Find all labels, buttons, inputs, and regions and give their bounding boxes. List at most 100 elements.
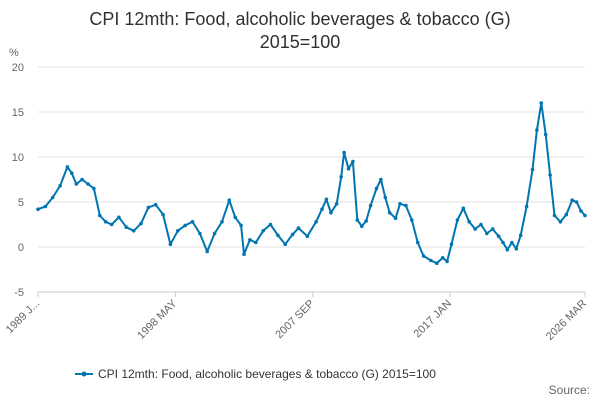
data-point[interactable] [505, 247, 510, 252]
data-point[interactable] [227, 198, 232, 202]
data-point[interactable] [248, 238, 252, 242]
data-point[interactable] [530, 167, 535, 172]
data-point[interactable] [314, 220, 318, 224]
data-point[interactable] [570, 198, 574, 202]
data-point[interactable] [461, 206, 466, 211]
data-point[interactable] [339, 175, 344, 179]
data-point[interactable] [473, 227, 477, 231]
data-point[interactable] [393, 216, 398, 220]
data-point[interactable] [176, 229, 180, 233]
data-point[interactable] [261, 229, 266, 233]
data-point[interactable] [124, 225, 129, 229]
data-point[interactable] [334, 202, 339, 206]
data-point[interactable] [518, 233, 523, 238]
data-point[interactable] [117, 215, 121, 220]
data-point[interactable] [415, 240, 420, 245]
legend[interactable]: CPI 12mth: Food, alcoholic beverages & t… [75, 367, 436, 381]
data-point[interactable] [296, 226, 301, 230]
data-point[interactable] [558, 220, 563, 224]
data-point[interactable] [496, 234, 501, 238]
data-point[interactable] [383, 195, 388, 200]
data-point[interactable] [539, 101, 544, 105]
data-point[interactable] [43, 204, 48, 209]
data-point[interactable] [320, 207, 324, 211]
data-point[interactable] [65, 165, 70, 169]
data-point[interactable] [490, 227, 495, 231]
data-point[interactable] [305, 234, 310, 238]
data-point[interactable] [276, 233, 280, 238]
data-point[interactable] [74, 182, 79, 186]
data-point[interactable] [440, 255, 445, 260]
data-point[interactable] [548, 173, 552, 177]
data-point[interactable] [58, 184, 62, 188]
data-point[interactable] [233, 215, 237, 220]
data-point[interactable] [346, 166, 351, 171]
data-point[interactable] [510, 240, 514, 245]
data-point[interactable] [524, 204, 529, 209]
data-point[interactable] [290, 232, 295, 237]
data-point[interactable] [146, 205, 151, 210]
data-point[interactable] [268, 222, 273, 227]
data-point[interactable] [404, 203, 408, 208]
data-point[interactable] [355, 218, 360, 222]
data-point[interactable] [131, 229, 136, 233]
data-point[interactable] [351, 159, 355, 164]
data-point[interactable] [239, 223, 243, 228]
chart-title-line-1: CPI 12mth: Food, alcoholic beverages & t… [89, 9, 510, 29]
x-tick-label-1: 1998 MAY [135, 297, 180, 342]
data-point[interactable] [564, 212, 569, 217]
data-point[interactable] [329, 211, 333, 215]
data-point[interactable] [254, 240, 258, 245]
data-point[interactable] [479, 222, 483, 227]
data-point[interactable] [98, 213, 102, 218]
data-point[interactable] [514, 247, 519, 251]
data-point[interactable] [242, 252, 246, 256]
data-point[interactable] [435, 261, 439, 266]
data-point[interactable] [70, 171, 74, 175]
data-point[interactable] [342, 150, 346, 155]
data-point[interactable] [552, 213, 557, 218]
data-point[interactable] [161, 212, 165, 217]
data-point[interactable] [368, 203, 373, 208]
data-point[interactable] [455, 218, 460, 222]
data-point[interactable] [283, 242, 288, 247]
data-point[interactable] [535, 128, 539, 132]
data-point[interactable] [92, 186, 96, 191]
data-point[interactable] [574, 200, 579, 204]
data-point[interactable] [50, 195, 55, 200]
data-point[interactable] [410, 218, 414, 222]
data-point[interactable] [360, 224, 364, 229]
data-point[interactable] [80, 177, 84, 182]
data-point[interactable] [220, 220, 224, 224]
data-point[interactable] [387, 211, 392, 215]
data-point[interactable] [501, 240, 505, 245]
data-point[interactable] [374, 186, 379, 191]
data-point[interactable] [467, 220, 472, 224]
data-point[interactable] [445, 259, 449, 264]
legend-label[interactable]: CPI 12mth: Food, alcoholic beverages & t… [98, 367, 436, 381]
data-point[interactable] [485, 231, 489, 236]
data-point[interactable] [212, 231, 217, 236]
data-point[interactable] [398, 202, 402, 206]
data-point[interactable] [36, 207, 40, 211]
data-point[interactable] [183, 223, 187, 228]
data-point[interactable] [168, 242, 173, 247]
data-point[interactable] [198, 231, 202, 236]
data-point[interactable] [379, 177, 383, 182]
data-point[interactable] [449, 242, 454, 247]
data-point[interactable] [103, 220, 108, 224]
data-point[interactable] [583, 213, 587, 218]
data-point[interactable] [139, 221, 143, 226]
data-point[interactable] [190, 220, 195, 224]
data-point[interactable] [324, 197, 329, 202]
data-point[interactable] [205, 249, 209, 254]
data-point[interactable] [109, 222, 114, 227]
data-point[interactable] [543, 132, 548, 137]
data-point[interactable] [153, 202, 158, 207]
data-point[interactable] [86, 182, 90, 186]
data-point[interactable] [421, 254, 426, 258]
data-point[interactable] [364, 219, 369, 223]
data-point[interactable] [579, 209, 583, 213]
data-point[interactable] [429, 258, 433, 263]
